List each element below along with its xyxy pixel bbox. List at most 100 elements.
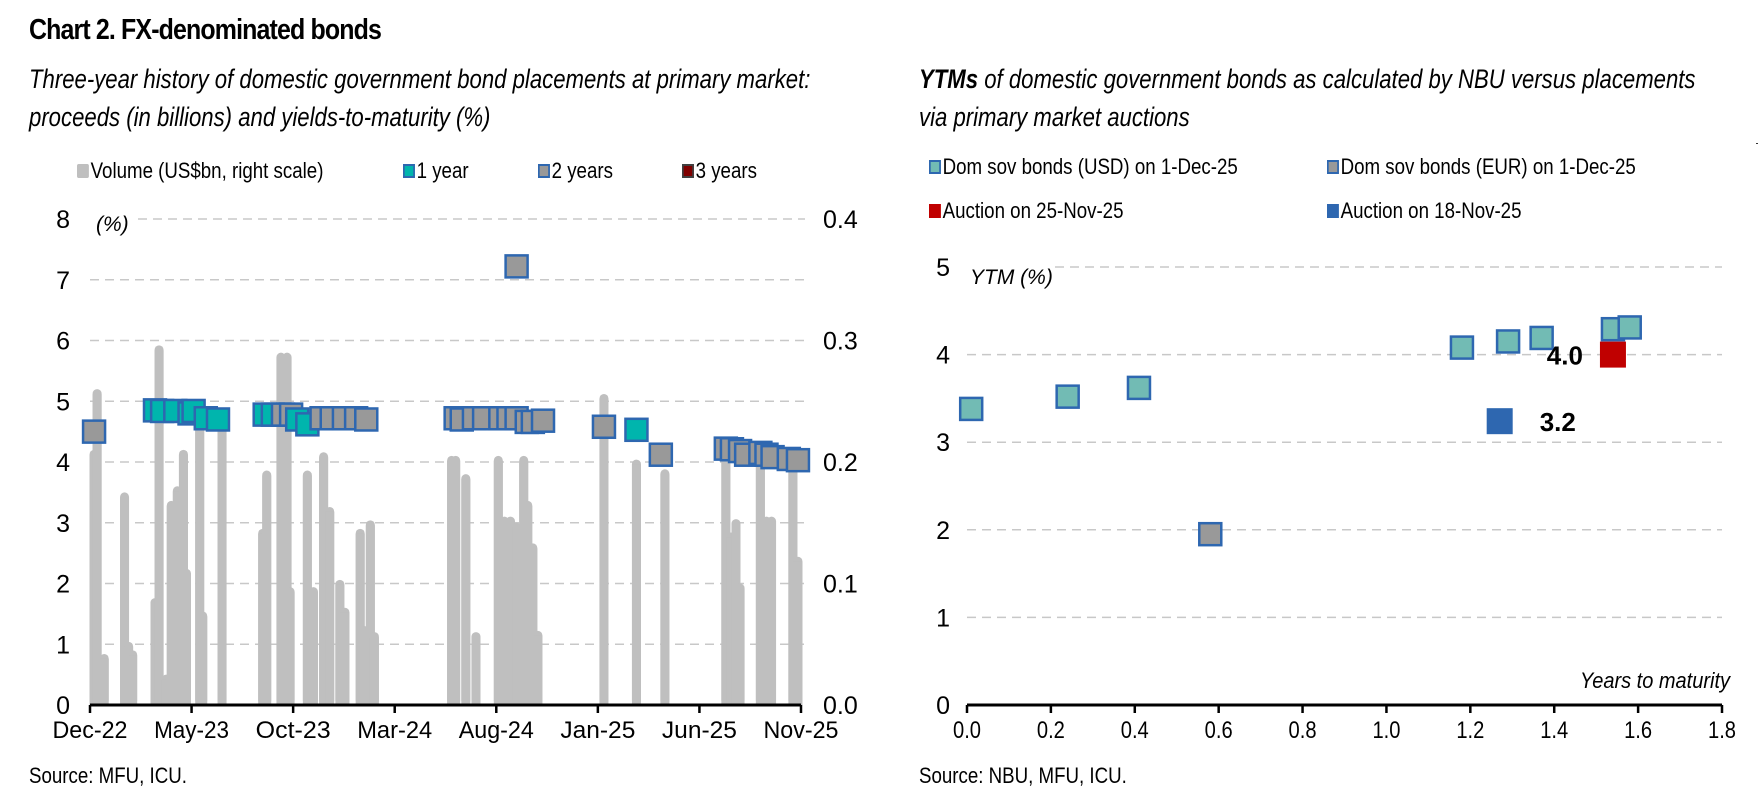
right-xtick-label: 1.6 xyxy=(1624,717,1652,744)
left-xtick-label: Jun-25 xyxy=(662,717,737,744)
volume-bar-base xyxy=(92,394,102,705)
volume-bar-base xyxy=(761,521,771,705)
volume-bar-base xyxy=(631,464,641,705)
legend-1-year: 1 year xyxy=(403,158,469,184)
volume-bar-base xyxy=(767,521,777,705)
right-xtick-label: 1.0 xyxy=(1372,717,1400,744)
right-xtick-label: 0.8 xyxy=(1289,717,1317,744)
stray-mark xyxy=(1756,143,1758,144)
volume-bar-base xyxy=(262,475,272,705)
volume-bar-base xyxy=(128,655,138,705)
left-ytick-label: 4 xyxy=(56,449,70,477)
ytm-point-usd xyxy=(958,396,984,422)
volume-bar-base xyxy=(726,537,736,705)
ytm-point-2-years xyxy=(648,442,674,467)
right-xtick-label: 0.6 xyxy=(1205,717,1233,744)
right-xtick-label: 0.0 xyxy=(953,717,981,744)
ytm-point-usd xyxy=(1126,375,1152,401)
legend-label-auction-18nov: Auction on 18-Nov-25 xyxy=(1340,198,1522,223)
legend-swatch-eur xyxy=(1327,160,1339,174)
right-xtick-label: 1.8 xyxy=(1708,717,1736,744)
page-title: Chart 2. FX-denominated bonds xyxy=(29,14,382,46)
volume-bar-base xyxy=(523,505,533,705)
volume-bar-base xyxy=(512,527,522,705)
volume-bar-base xyxy=(335,584,345,705)
right-subtitle-bold: YTMs xyxy=(919,64,979,94)
volume-bar-base xyxy=(451,460,461,705)
volume-bar-base xyxy=(276,357,286,705)
data-label-auction-25nov: 4.0 xyxy=(1547,341,1583,371)
volume-bar-base xyxy=(154,350,164,705)
ytm-point-usd xyxy=(1495,329,1521,354)
volume-bar-base xyxy=(282,357,292,705)
ytm-point-2-years xyxy=(504,254,529,279)
right-scale-tick-label: 0.4 xyxy=(823,206,858,234)
left-gridlines: 0 1 2 3 4 5 6 7 8 0.0 0.1 0.2 0.3 0.4 (%) xyxy=(56,206,858,720)
legend-eur: Dom sov bonds (EUR) on 1-Dec-25 xyxy=(1327,154,1636,180)
ytm-point-usd xyxy=(1055,384,1080,409)
left-source: Source: MFU, ICU. xyxy=(29,763,187,788)
left-subtitle-line1: Three-year history of domestic governmen… xyxy=(29,64,811,94)
volume-bar-base xyxy=(198,616,208,705)
volume-bar-base xyxy=(499,521,509,705)
left-ytm-points xyxy=(81,254,811,473)
left-subtitle-line2: proceeds (in billions) and yields-to-mat… xyxy=(29,102,491,132)
right-ytick-label: 0 xyxy=(936,692,950,720)
volume-bar-base xyxy=(369,637,379,705)
volume-bar-base xyxy=(721,457,731,705)
right-xtick-label: 0.4 xyxy=(1121,717,1149,744)
right-x-axis-title: Years to maturity xyxy=(1580,668,1732,693)
right-axes: 0.0 0.2 0.4 0.6 0.8 1.0 1.2 1.4 1.6 1.8 xyxy=(953,703,1736,744)
volume-bar-base xyxy=(533,635,543,705)
legend-label-volume: Volume (US$bn, right scale) xyxy=(90,158,324,183)
right-scale-tick-label: 0.3 xyxy=(823,328,858,356)
ytm-point-usd xyxy=(1617,315,1642,340)
volume-bar-base xyxy=(340,612,350,705)
legend-swatch-auction-18nov xyxy=(1327,204,1339,218)
volume-bar-base xyxy=(325,511,335,705)
volume-bar-base xyxy=(735,588,745,705)
volume-bar-base xyxy=(599,398,609,705)
legend-label-3-years: 3 years xyxy=(695,158,757,183)
volume-bar-base xyxy=(319,457,329,705)
legend-volume: Volume (US$bn, right scale) xyxy=(77,158,323,184)
legend-swatch-2-years xyxy=(538,164,550,178)
left-ytick-label: 3 xyxy=(56,510,70,538)
right-ytick-label: 2 xyxy=(936,517,950,545)
ytm-point-1-year xyxy=(624,417,649,443)
legend-auction-25nov: Auction on 25-Nov-25 xyxy=(929,198,1123,224)
volume-bar-base xyxy=(793,561,803,705)
legend-3-years: 3 years xyxy=(682,158,757,184)
right-source: Source: NBU, MFU, ICU. xyxy=(919,763,1127,788)
ytm-point-auction-18nov xyxy=(1486,408,1513,435)
volume-bar-base xyxy=(120,497,130,705)
right-xtick-label: 1.4 xyxy=(1540,717,1568,744)
legend-swatch-usd xyxy=(929,160,941,174)
right-ytick-label: 3 xyxy=(936,429,950,457)
data-label-auction-18nov: 3.2 xyxy=(1540,407,1576,437)
right-scale-tick-label: 0.2 xyxy=(823,449,858,477)
ytm-point-usd xyxy=(1529,325,1554,351)
ytm-point-auction-25nov xyxy=(1599,341,1626,368)
volume-bar-base xyxy=(355,533,365,705)
ytm-point-2-years xyxy=(785,447,811,473)
legend-2-years: 2 years xyxy=(538,158,613,184)
left-ytick-label: 7 xyxy=(56,267,70,295)
ytm-point-1-year xyxy=(205,407,231,432)
right-ytick-label: 5 xyxy=(936,254,950,282)
right-xtick-label: 0.2 xyxy=(1037,717,1065,744)
volume-bar-base xyxy=(308,592,318,705)
left-ytick-label: 5 xyxy=(56,388,70,416)
legend-label-eur: Dom sov bonds (EUR) on 1-Dec-25 xyxy=(1340,154,1636,179)
legend-swatch-3-years xyxy=(682,164,694,178)
legend-label-auction-25nov: Auction on 25-Nov-25 xyxy=(942,198,1124,223)
volume-bar-base xyxy=(302,475,312,705)
left-ytick-label: 8 xyxy=(56,206,70,234)
left-xtick-label: Oct-23 xyxy=(256,717,331,744)
left-ytick-label: 6 xyxy=(56,328,70,356)
right-subtitle-rest: of domestic government bonds as calculat… xyxy=(978,64,1696,94)
right-scale-tick-label: 0.1 xyxy=(823,571,858,599)
right-xtick-label: 1.2 xyxy=(1456,717,1484,744)
volume-bar-base xyxy=(217,418,227,705)
